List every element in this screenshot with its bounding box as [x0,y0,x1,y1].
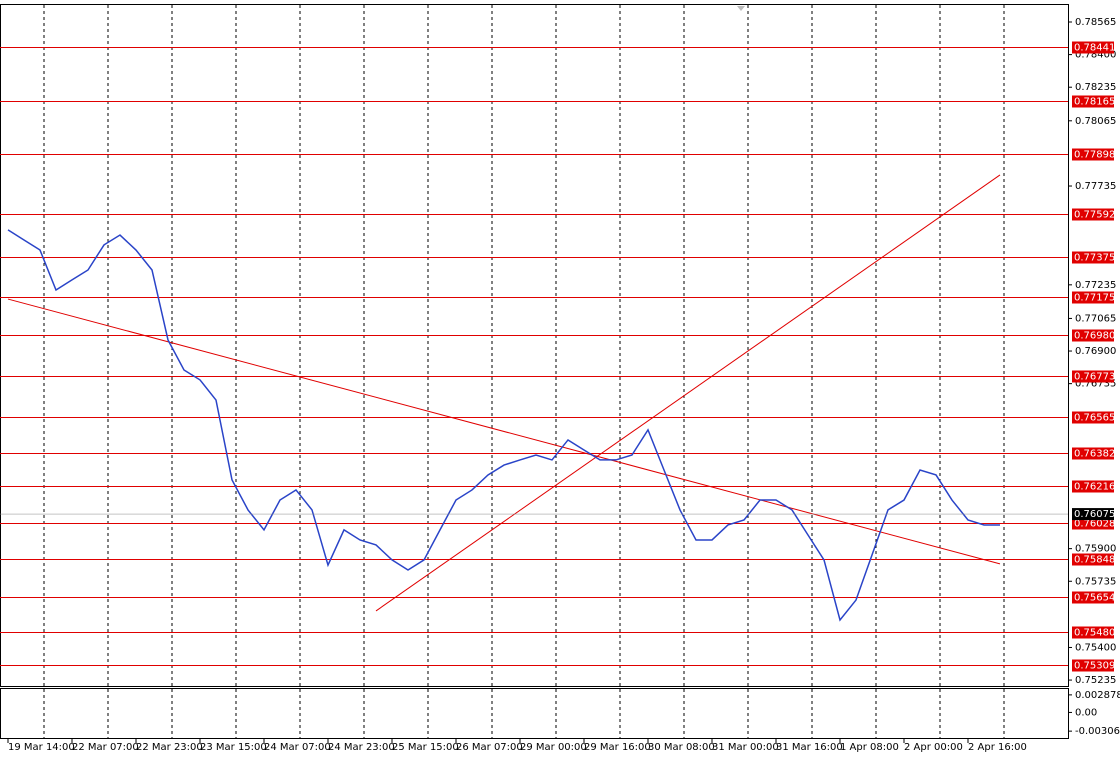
level-label-bg [1072,208,1114,221]
x-tick-label: 25 Mar 15:00 [392,742,459,753]
x-tick-label: 2 Apr 00:00 [904,742,963,753]
level-label-bg [1072,659,1114,672]
level-label: 0.75309 [1074,661,1115,672]
level-label: 0.77898 [1074,150,1115,161]
x-tick-label: 1 Apr 08:00 [840,742,899,753]
level-label: 0.75654 [1074,593,1115,604]
level-label-bg [1072,291,1114,304]
level-label-bg [1072,251,1114,264]
level-label: 0.78441 [1074,43,1115,54]
level-label-bg [1072,591,1114,604]
oscillator-pane-frame [0,688,1069,739]
osc-tick-label: 0.00 [1075,707,1097,718]
level-label: 0.76028 [1074,519,1115,530]
osc-tick-label: 0.002878 [1075,690,1120,701]
y-tick-label: 0.75400 [1075,642,1116,653]
y-tick-label: 0.77735 [1075,181,1116,192]
level-label-bg [1072,411,1114,424]
level-label-bg [1072,480,1114,493]
x-tick-label: 29 Mar 00:00 [520,742,587,753]
y-tick-label: 0.78565 [1075,17,1116,28]
level-label-bg [1072,447,1114,460]
x-tick-label: 29 Mar 16:00 [584,742,651,753]
y-tick-label: 0.76900 [1075,346,1116,357]
y-tick-label: 0.78400 [1075,50,1116,61]
y-tick-label: 0.76735 [1075,379,1116,390]
x-tick-label: 24 Mar 07:00 [264,742,331,753]
level-label: 0.75480 [1074,628,1115,639]
x-tick-label: 2 Apr 16:00 [968,742,1027,753]
y-tick-label: 0.75735 [1075,576,1116,587]
y-tick-label: 0.75235 [1075,675,1116,686]
x-tick-label: 24 Mar 23:00 [328,742,395,753]
level-label: 0.75848 [1074,555,1115,566]
y-tick-label: 0.77235 [1075,280,1116,291]
current-price-bg [1072,508,1114,521]
osc-tick-label: -0.003068 [1075,726,1120,737]
x-tick-label: 19 Mar 14:00 [8,742,75,753]
level-label: 0.77175 [1074,293,1115,304]
level-label-bg [1072,553,1114,566]
level-label-bg [1072,370,1114,383]
level-label-bg [1072,95,1114,108]
trendline [375,174,1001,612]
x-tick-label: 26 Mar 07:00 [456,742,523,753]
level-label: 0.77592 [1074,210,1115,221]
level-label-bg [1072,148,1114,161]
y-tick-label: 0.78235 [1075,82,1116,93]
current-price-label: 0.76075 [1074,509,1115,520]
level-label: 0.76216 [1074,482,1115,493]
chart-shift-marker [737,6,745,11]
x-tick-label: 31 Mar 00:00 [712,742,779,753]
level-label-bg [1072,41,1114,54]
main-pane-frame [0,4,1069,687]
y-tick-label: 0.78065 [1075,116,1116,127]
trendline [7,298,1001,565]
level-label: 0.77375 [1074,253,1115,264]
level-label: 0.78165 [1074,97,1115,108]
y-tick-label: 0.77065 [1075,313,1116,324]
level-label-bg [1072,626,1114,639]
x-tick-label: 23 Mar 15:00 [200,742,267,753]
x-tick-label: 30 Mar 08:00 [648,742,715,753]
x-tick-label: 22 Mar 23:00 [136,742,203,753]
x-tick-label: 31 Mar 16:00 [776,742,843,753]
level-label: 0.76565 [1074,413,1115,424]
level-label: 0.76382 [1074,449,1115,460]
x-tick-label: 22 Mar 07:00 [72,742,139,753]
level-label-bg [1072,329,1114,342]
level-label: 0.76773 [1074,372,1115,383]
price-line [7,229,1000,622]
level-label: 0.76980 [1074,331,1115,342]
y-tick-label: 0.75900 [1075,544,1116,555]
level-label-bg [1072,517,1114,530]
